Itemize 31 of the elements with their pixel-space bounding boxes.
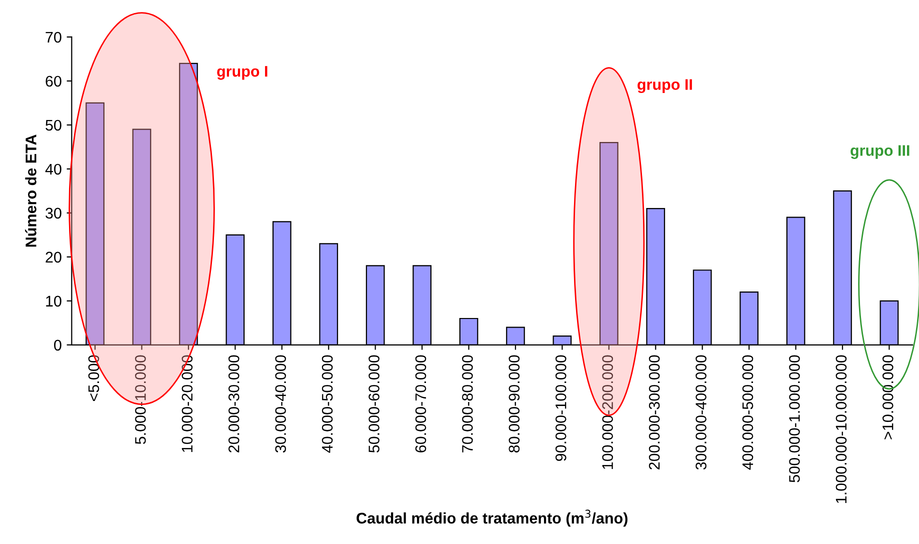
- x-tick-label: >10.000.000: [882, 355, 894, 440]
- x-tick-label: 1.000.000-10.000.000: [836, 355, 847, 503]
- y-tick-label: 50: [46, 120, 62, 131]
- x-tick-label: 30.000-40.000: [275, 355, 286, 453]
- x-tick-label: 5.000-10.000: [135, 355, 146, 444]
- x-tick-label: 70.000-80.000: [462, 355, 473, 452]
- y-tick-label: 70: [46, 32, 62, 43]
- x-tick-label: 20.000-30.000: [228, 355, 240, 452]
- y-tick-label: 60: [46, 76, 62, 87]
- x-tick-label: 90.000-100.000: [555, 355, 566, 461]
- y-tick-label: 0: [54, 340, 62, 351]
- x-tick-label: 10.000-20.000: [182, 355, 193, 452]
- x-tick-label: 300.000-400.000: [696, 355, 706, 470]
- y-tick-label: 20: [46, 252, 62, 263]
- x-tick-label: 50.000-60.000: [368, 355, 380, 453]
- x-axis-title: Caudal médio de tratamento (m$^{3}$/ano): [356, 510, 628, 527]
- y-tick-label: 10: [46, 296, 62, 307]
- annotation: grupo I: [217, 66, 268, 80]
- x-tick-label: 80.000-90.000: [508, 355, 520, 452]
- y-axis-title: Número de ETA: [25, 134, 36, 247]
- y-tick-label: 40: [45, 164, 62, 175]
- x-tick-label: 400.000-500.000: [742, 355, 754, 470]
- x-tick-label: 40.000-50.000: [322, 355, 333, 453]
- x-tick-label: 100.000-200.000: [602, 355, 614, 469]
- x-tick-label: <5.000: [88, 355, 100, 402]
- y-tick-label: 30: [46, 208, 62, 219]
- x-tick-label: 500.000-1.000.000: [789, 355, 800, 482]
- annotation: grupo II: [638, 79, 692, 94]
- annotation: grupo III: [850, 145, 910, 159]
- x-tick-label: 200.000-300.000: [648, 355, 660, 470]
- x-tick-label: 60.000-70.000: [415, 355, 426, 452]
